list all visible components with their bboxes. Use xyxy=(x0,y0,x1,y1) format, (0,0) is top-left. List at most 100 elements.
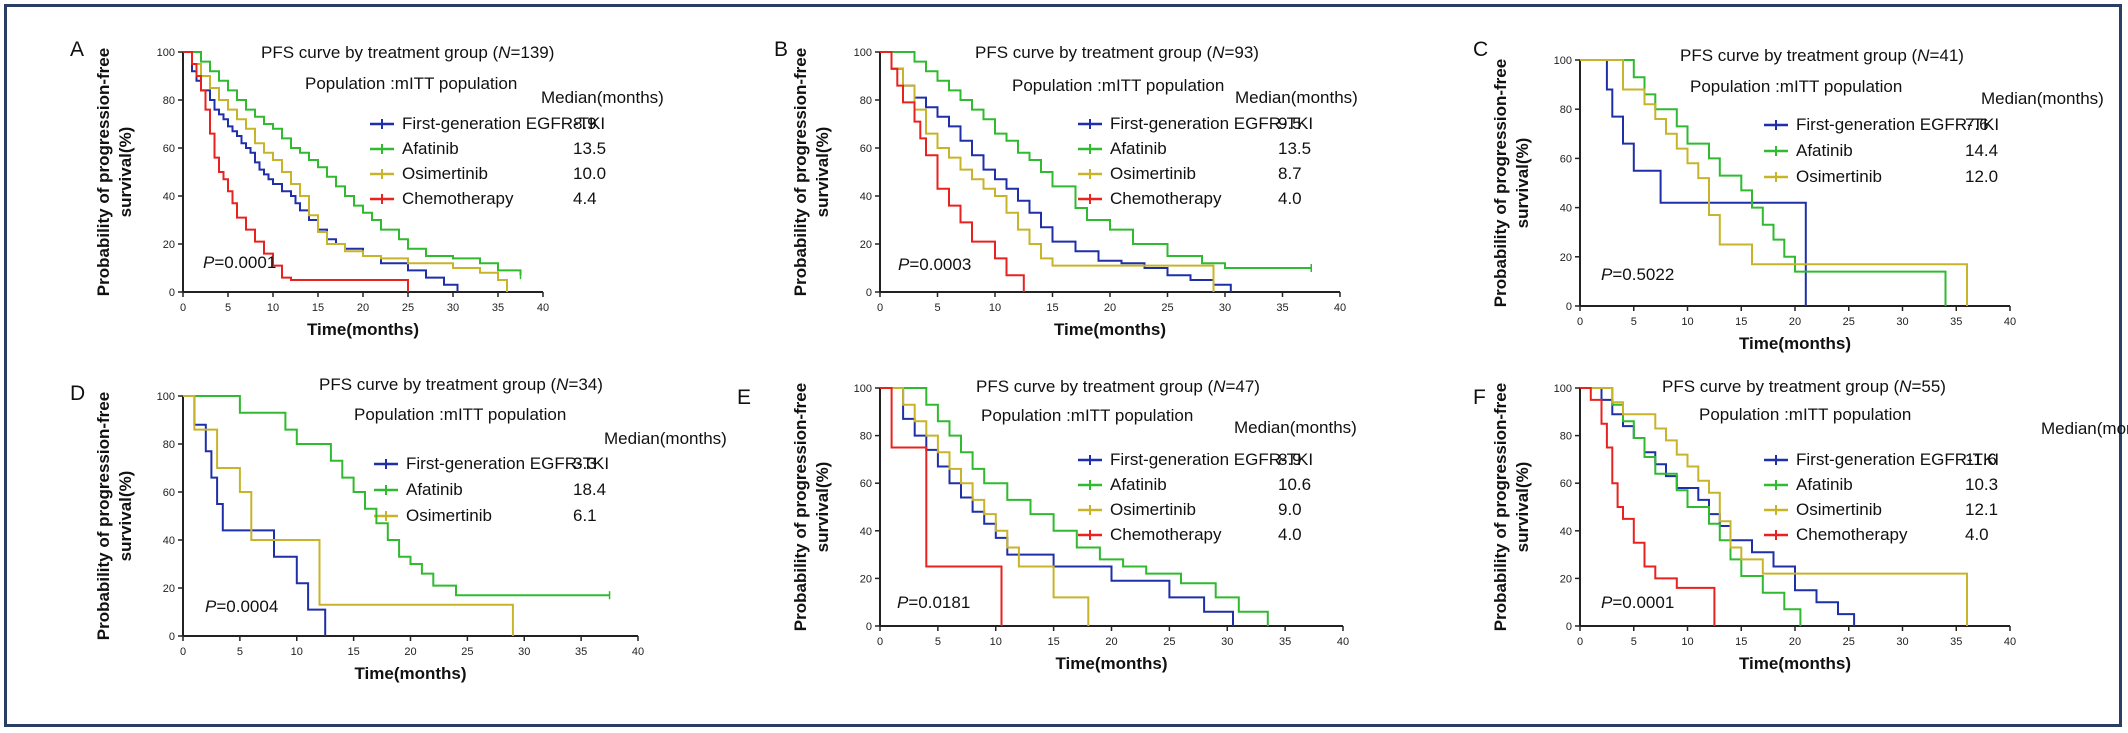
chart-title-prefix: PFS curve by treatment group ( xyxy=(1662,377,1899,396)
chart-title-n: N xyxy=(1917,46,1930,65)
legend-label: Chemotherapy xyxy=(1110,189,1222,208)
x-tick-label: 10 xyxy=(989,302,1001,314)
chart-title: PFS curve by treatment group (N=93) xyxy=(975,43,1259,62)
y-axis-title-line1: Probability of progression-free xyxy=(791,48,810,296)
series-line xyxy=(880,387,1269,626)
median-value: 12.1 xyxy=(1965,500,1998,519)
y-tick-label: 60 xyxy=(163,487,175,499)
panel-letter: E xyxy=(737,386,751,409)
x-tick-label: 0 xyxy=(877,302,883,314)
legend-item: Osimertinib 10.0 xyxy=(370,164,606,183)
legend-label: First-generation EGFR-TKI xyxy=(1110,114,1313,133)
chart-subtitle: Population :mITT population xyxy=(1699,405,1911,424)
y-axis-title-line1: Probability of progression-free xyxy=(1491,383,1510,631)
x-tick-label: 15 xyxy=(1735,636,1747,648)
y-axis-title-line1: Probability of progression-free xyxy=(94,392,113,640)
x-tick-label: 20 xyxy=(1105,636,1117,648)
y-tick-label: 80 xyxy=(1560,431,1572,443)
x-tick-label: 5 xyxy=(225,302,231,314)
y-tick-label: 100 xyxy=(157,391,175,403)
y-tick-label: 100 xyxy=(1554,55,1572,67)
median-value: 8.9 xyxy=(1278,450,1302,469)
p-value: P=0.0001 xyxy=(1601,593,1674,612)
x-tick-label: 5 xyxy=(935,636,941,648)
x-tick-label: 35 xyxy=(1276,302,1288,314)
x-tick-label: 25 xyxy=(1161,302,1173,314)
p-value: P=0.0004 xyxy=(205,597,278,616)
legend-label: Chemotherapy xyxy=(1110,525,1222,544)
y-tick-label: 80 xyxy=(860,95,872,107)
series-line xyxy=(183,395,610,597)
x-tick-label: 10 xyxy=(267,302,279,314)
x-axis-title: Time(months) xyxy=(1739,654,1851,673)
chart-title-prefix: PFS curve by treatment group ( xyxy=(975,43,1212,62)
x-tick-label: 10 xyxy=(1681,316,1693,328)
y-axis-title-line1: Probability of progression-free xyxy=(1491,59,1510,307)
x-tick-label: 40 xyxy=(1337,636,1349,648)
y-tick-label: 100 xyxy=(854,383,872,395)
chart-title: PFS curve by treatment group (N=55) xyxy=(1662,377,1946,396)
median-header: Median(months) xyxy=(1234,418,1357,437)
y-tick-label: 20 xyxy=(1560,252,1572,264)
legend-label: Afatinib xyxy=(1796,141,1853,160)
chart-title: PFS curve by treatment group (N=47) xyxy=(976,377,1260,396)
panel-c: C 0 20 40 60 80 100 0 5 10 15 20 25 30 35 40 Time(months… xyxy=(1473,38,2104,353)
y-tick-label: 80 xyxy=(163,95,175,107)
median-value: 4.0 xyxy=(1278,189,1302,208)
median-value: 6.1 xyxy=(573,506,597,525)
x-axis-title: Time(months) xyxy=(1054,320,1166,339)
x-tick-label: 10 xyxy=(1681,636,1693,648)
series-line xyxy=(1580,387,1856,626)
median-value: 8.7 xyxy=(1278,164,1302,183)
x-tick-label: 5 xyxy=(1631,316,1637,328)
y-tick-label: 20 xyxy=(860,573,872,585)
x-tick-label: 30 xyxy=(1896,636,1908,648)
legend-label: Chemotherapy xyxy=(402,189,514,208)
median-value: 10.3 xyxy=(1965,475,1998,494)
chart-title-suffix: =139) xyxy=(510,43,554,62)
series-line xyxy=(880,51,1215,292)
median-value: 10.0 xyxy=(573,164,606,183)
x-tick-label: 25 xyxy=(1843,316,1855,328)
legend-label: Osimertinib xyxy=(1796,167,1882,186)
x-tick-label: 30 xyxy=(447,302,459,314)
p-value-label: P xyxy=(897,593,909,612)
panel-e: E 0 20 40 60 80 100 0 5 10 15 20 25 30 35 40 Time(months… xyxy=(737,377,1357,673)
chart-subtitle: Population :mITT population xyxy=(305,74,517,93)
y-tick-label: 0 xyxy=(169,287,175,299)
median-value: 9.0 xyxy=(1278,500,1302,519)
chart-title: PFS curve by treatment group (N=41) xyxy=(1680,46,1964,65)
x-tick-label: 40 xyxy=(2004,636,2016,648)
y-axis-title-line2: survival(%) xyxy=(116,127,135,218)
chart-subtitle: Population :mITT population xyxy=(1690,77,1902,96)
panel-a: A 0 20 40 60 80 100 0 5 10 15 20 25 30 35 40 Time(months… xyxy=(70,38,664,339)
x-tick-label: 0 xyxy=(1577,636,1583,648)
y-axis-title-line1: Probability of progression-free xyxy=(94,48,113,296)
series-line xyxy=(183,395,514,636)
median-header: Median(months) xyxy=(1235,88,1358,107)
median-value: 13.5 xyxy=(573,139,606,158)
median-value: 18.4 xyxy=(573,480,606,499)
y-axis-title-line1: Probability of progression-free xyxy=(791,383,810,631)
chart-title-prefix: PFS curve by treatment group ( xyxy=(319,375,556,394)
panel-letter: A xyxy=(70,38,84,61)
x-tick-label: 0 xyxy=(877,636,883,648)
series-line xyxy=(1580,59,1968,306)
panel-b: B 0 20 40 60 80 100 0 5 10 15 20 25 30 35 40 Time(months… xyxy=(774,38,1358,339)
chart-title-prefix: PFS curve by treatment group ( xyxy=(1680,46,1917,65)
chart-title-prefix: PFS curve by treatment group ( xyxy=(261,43,498,62)
median-value: 3.3 xyxy=(573,454,597,473)
p-value-number: =0.0001 xyxy=(1612,593,1674,612)
x-tick-label: 15 xyxy=(312,302,324,314)
chart-subtitle: Population :mITT population xyxy=(981,406,1193,425)
chart-title-suffix: =47) xyxy=(1225,377,1260,396)
legend-label: Osimertinib xyxy=(1110,164,1196,183)
y-tick-label: 40 xyxy=(1560,526,1572,538)
chart-title-suffix: =34) xyxy=(568,375,603,394)
series-line xyxy=(1580,59,1807,306)
x-tick-label: 10 xyxy=(291,646,303,658)
